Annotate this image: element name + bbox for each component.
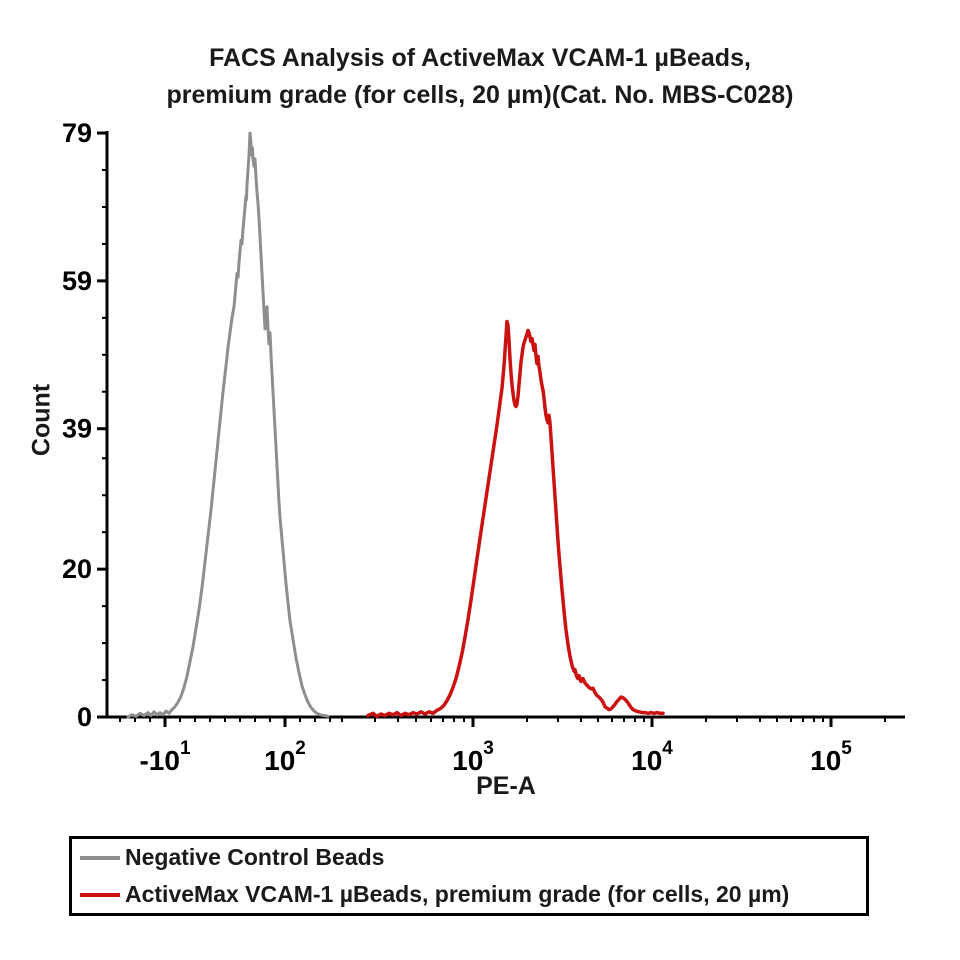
legend-item-label: ActiveMax VCAM-1 µBeads, premium grade (… <box>125 881 790 907</box>
x-tick-label: -101 <box>139 738 190 776</box>
y-tick-label: 59 <box>62 266 92 296</box>
x-tick-label: 102 <box>264 738 306 776</box>
series-curve-negative-control-beads <box>126 131 330 719</box>
chart-title: FACS Analysis of ActiveMax VCAM-1 µBeads… <box>0 40 960 114</box>
y-tick-label: 0 <box>77 702 92 732</box>
y-axis-label: Count <box>27 383 56 457</box>
legend: Negative Control Beads ActiveMax VCAM-1 … <box>69 836 869 916</box>
x-tick-label: 103 <box>452 738 494 776</box>
chart-title-line1: FACS Analysis of ActiveMax VCAM-1 µBeads… <box>209 44 751 72</box>
legend-line-swatch-red <box>80 892 120 897</box>
y-tick-label: 79 <box>62 118 92 148</box>
series-curve-activemax-vcam1-ubeads <box>366 319 665 719</box>
x-tick-label: 104 <box>631 738 673 776</box>
legend-item-vcam1-beads: ActiveMax VCAM-1 µBeads, premium grade (… <box>80 876 866 913</box>
legend-item-negative-control: Negative Control Beads <box>80 839 866 876</box>
y-tick-label: 39 <box>62 414 92 444</box>
x-axis-label: PE-A <box>476 772 536 800</box>
y-tick-label: 20 <box>62 554 92 584</box>
legend-item-label: Negative Control Beads <box>125 844 385 870</box>
x-tick-label: 105 <box>810 738 852 776</box>
legend-line-swatch-gray <box>80 855 120 860</box>
chart-title-line2: premium grade (for cells, 20 µm)(Cat. No… <box>166 81 794 109</box>
